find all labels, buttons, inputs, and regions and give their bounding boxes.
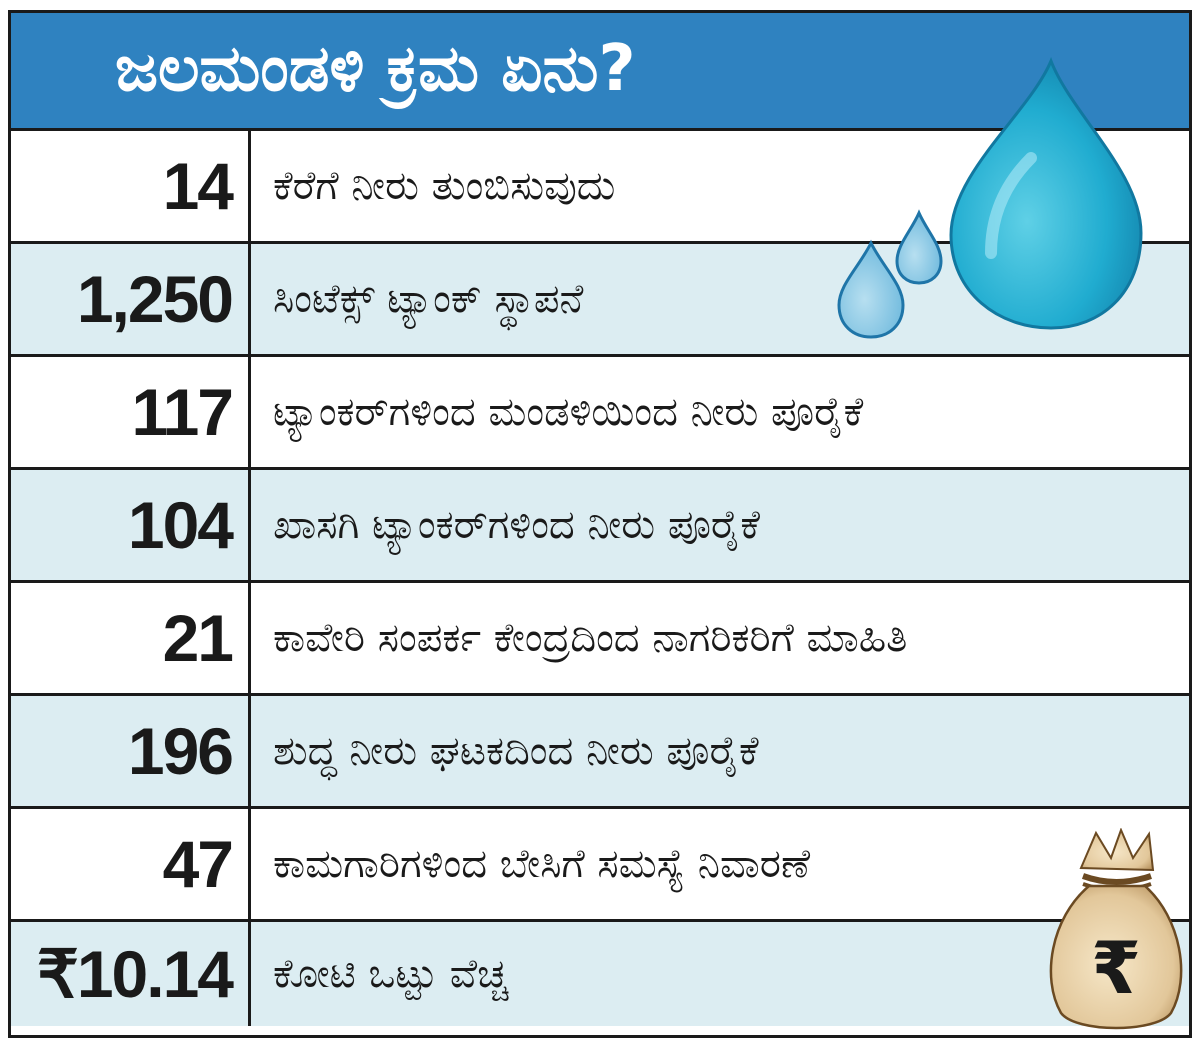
row-value: 21 bbox=[11, 583, 251, 693]
table-row: 21 ಕಾವೇರಿ ಸಂಪರ್ಕ ಕೇಂದ್ರದಿಂದ ನಾಗರಿಕರಿಗೆ ಮ… bbox=[11, 583, 1189, 696]
row-label: ಕೋಟಿ ಒಟ್ಟು ವೆಚ್ಚ bbox=[273, 951, 509, 997]
row-value: ₹10.14 bbox=[11, 922, 251, 1026]
infographic-card: ಜಲಮಂಡಳಿ ಕ್ರಮ ಏನು? 14 ಕೆರೆಗೆ ನೀರು ತುಂಬಿಸು… bbox=[8, 10, 1192, 1038]
row-label: ಸಿಂಟೆಕ್ಸ್ ಟ್ಯಾಂಕ್ ಸ್ಥಾಪನೆ bbox=[273, 276, 584, 322]
table-row: 104 ಖಾಸಗಿ ಟ್ಯಾಂಕರ್‌ಗಳಿಂದ ನೀರು ಪೂರೈಕೆ bbox=[11, 470, 1189, 583]
table-row: ₹10.14 ಕೋಟಿ ಒಟ್ಟು ವೆಚ್ಚ bbox=[11, 922, 1189, 1026]
table-row: 47 ಕಾಮಗಾರಿಗಳಿಂದ ಬೇಸಿಗೆ ಸಮಸ್ಯೆ ನಿವಾರಣೆ bbox=[11, 809, 1189, 922]
row-value: 196 bbox=[11, 696, 251, 806]
row-label: ಕಾಮಗಾರಿಗಳಿಂದ ಬೇಸಿಗೆ ಸಮಸ್ಯೆ ನಿವಾರಣೆ bbox=[273, 841, 811, 887]
header-bar: ಜಲಮಂಡಳಿ ಕ್ರಮ ಏನು? bbox=[11, 13, 1189, 131]
row-value: 117 bbox=[11, 357, 251, 467]
row-value: 47 bbox=[11, 809, 251, 919]
row-label: ಖಾಸಗಿ ಟ್ಯಾಂಕರ್‌ಗಳಿಂದ ನೀರು ಪೂರೈಕೆ bbox=[273, 502, 760, 548]
row-label: ಕಾವೇರಿ ಸಂಪರ್ಕ ಕೇಂದ್ರದಿಂದ ನಾಗರಿಕರಿಗೆ ಮಾಹಿ… bbox=[273, 615, 908, 661]
table-row: 117 ಟ್ಯಾಂಕರ್‌ಗಳಿಂದ ಮಂಡಳಿಯಿಂದ ನೀರು ಪೂರೈಕೆ bbox=[11, 357, 1189, 470]
table-row: 196 ಶುದ್ಧ ನೀರು ಘಟಕದಿಂದ ನೀರು ಪೂರೈಕೆ bbox=[11, 696, 1189, 809]
row-label: ಟ್ಯಾಂಕರ್‌ಗಳಿಂದ ಮಂಡಳಿಯಿಂದ ನೀರು ಪೂರೈಕೆ bbox=[273, 389, 864, 435]
rupee-money-bag-icon: ₹ bbox=[1049, 828, 1183, 1030]
row-value: 14 bbox=[11, 131, 251, 241]
page-title: ಜಲಮಂಡಳಿ ಕ್ರಮ ಏನು? bbox=[115, 32, 636, 106]
row-value: 104 bbox=[11, 470, 251, 580]
row-value: 1,250 bbox=[11, 244, 251, 354]
water-drops-icon bbox=[837, 57, 1143, 339]
row-label: ಶುದ್ಧ ನೀರು ಘಟಕದಿಂದ ನೀರು ಪೂರೈಕೆ bbox=[273, 728, 759, 774]
rupee-symbol: ₹ bbox=[1091, 926, 1141, 1010]
row-label: ಕೆರೆಗೆ ನೀರು ತುಂಬಿಸುವುದು bbox=[273, 163, 616, 209]
table-row: 14 ಕೆರೆಗೆ ನೀರು ತುಂಬಿಸುವುದು bbox=[11, 131, 1189, 244]
stats-table: 14 ಕೆರೆಗೆ ನೀರು ತುಂಬಿಸುವುದು 1,250 ಸಿಂಟೆಕ್… bbox=[11, 131, 1189, 1026]
